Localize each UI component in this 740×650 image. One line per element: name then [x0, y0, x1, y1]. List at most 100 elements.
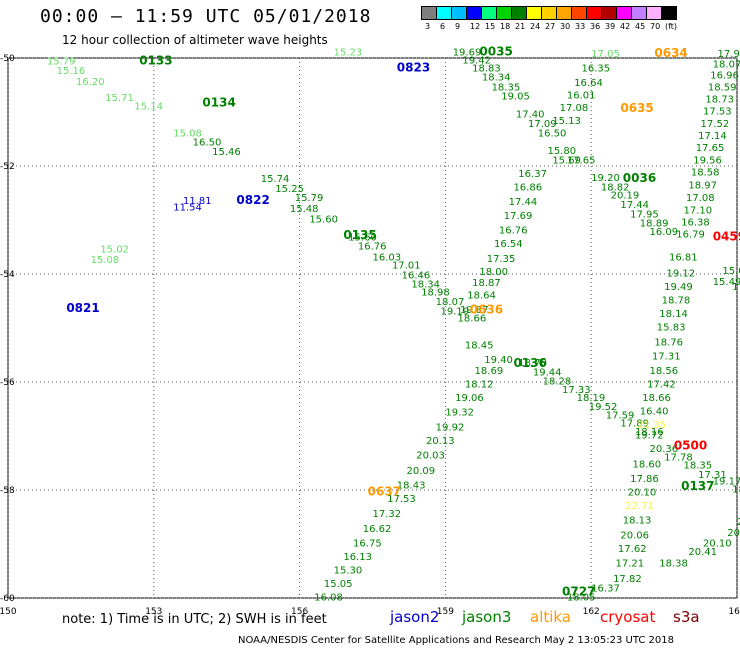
pass-time-label: 0137 — [681, 479, 714, 493]
color-scale — [421, 6, 677, 20]
swh-value: 17.78 — [664, 452, 693, 463]
swh-value: 16.75 — [353, 539, 382, 550]
swh-value: 15.80 — [547, 146, 576, 157]
swh-value: 17.65 — [567, 155, 596, 166]
swh-value: 17.99 — [718, 49, 740, 60]
swh-value: 15.13 — [552, 116, 581, 127]
swh-value: 20.36 — [650, 444, 679, 455]
pass-time-label: 0133 — [139, 53, 172, 67]
x-tick-label: 162 — [583, 607, 600, 617]
swh-value: 19.40 — [484, 355, 513, 366]
swh-value: 15.74 — [261, 174, 290, 185]
swh-value: 15.79 — [295, 193, 324, 204]
swh-value: 17.62 — [618, 544, 647, 555]
swh-value: 19.44 — [533, 368, 562, 379]
swh-value: 15.08 — [173, 128, 202, 139]
swh-value: 17.32 — [373, 509, 402, 520]
swh-value: 19.06 — [455, 393, 484, 404]
swh-value: 16.76 — [499, 226, 528, 237]
swh-value: 19.87 — [460, 305, 489, 316]
swh-value: 18.16 — [635, 427, 664, 438]
x-tick-label: 150 — [0, 607, 17, 617]
pass-time-label: 0635 — [620, 101, 653, 115]
y-tick-label: -60 — [0, 594, 15, 604]
swh-value: 15.25 — [275, 184, 304, 195]
swh-value: 16.54 — [494, 239, 523, 250]
pass-time-label: 0459 — [713, 230, 740, 244]
scale-label: 33 — [575, 22, 586, 31]
scale-label: 27 — [545, 22, 556, 31]
swh-value: 17.09 — [528, 119, 557, 130]
swh-value: 19.92 — [436, 423, 465, 434]
swh-value: 18.89 — [640, 218, 669, 229]
swh-value: 11.54 — [173, 202, 202, 213]
scale-label: 12 — [470, 22, 481, 31]
swh-value: 20.41 — [688, 547, 717, 558]
pass-time-label: 0136 — [513, 356, 546, 370]
scale-swatch — [586, 6, 602, 20]
swh-value: 20.06 — [620, 531, 649, 542]
swh-value: 17.59 — [606, 411, 635, 422]
swh-value: 16.38 — [681, 217, 710, 228]
swh-value: 19.05 — [501, 92, 530, 103]
scale-label: 45 — [635, 22, 646, 31]
swh-value: 18.26 — [732, 485, 740, 496]
pass-time-label: 0637 — [368, 484, 401, 498]
swh-value: 16.03 — [373, 253, 402, 264]
swh-value: 18.87 — [472, 278, 501, 289]
pass-time-label: 0822 — [236, 193, 269, 207]
swh-value: 20.09 — [407, 466, 436, 477]
pass-time-label: 0036 — [623, 171, 656, 185]
swh-value: 16.40 — [640, 406, 669, 417]
swh-value: 17.31 — [698, 470, 727, 481]
satellite-altika: altika — [530, 608, 572, 626]
swh-value: 16.86 — [513, 182, 542, 193]
swh-value: 17.01 — [392, 261, 421, 272]
scale-swatch — [481, 6, 497, 20]
swh-value: 18.38 — [659, 559, 688, 570]
swh-value: 15.49 — [713, 277, 740, 288]
scale-label: 30 — [560, 22, 571, 31]
swh-value: 18.07 — [436, 297, 465, 308]
swh-value: 18.58 — [691, 168, 720, 179]
scale-label: 9 — [455, 22, 461, 31]
swh-value: 18.69 — [475, 366, 504, 377]
scale-swatch — [646, 6, 662, 20]
swh-value: 21.35 — [637, 420, 666, 431]
scale-label: (ft) — [665, 22, 678, 31]
swh-value: 18.59 — [708, 82, 737, 93]
swh-value: 17.82 — [613, 574, 642, 585]
swh-value: 20.10 — [628, 487, 657, 498]
swh-value: 16.76 — [358, 242, 387, 253]
swh-value: 16.96 — [710, 71, 739, 82]
scale-label: 70 — [650, 22, 661, 31]
swh-value: 16.35 — [581, 64, 610, 75]
swh-value: 15.48 — [290, 204, 319, 215]
swh-value: 18.35 — [492, 82, 521, 93]
swh-value: 15.05 — [324, 579, 353, 590]
swh-value: 15.79 — [47, 56, 76, 67]
scale-label: 6 — [440, 22, 446, 31]
swh-value: 17.33 — [562, 385, 591, 396]
satellite-jason2: jason2 — [390, 608, 440, 626]
swh-value: 18.45 — [465, 341, 494, 352]
y-tick-label: -56 — [0, 378, 15, 388]
swh-value: 20.19 — [611, 190, 640, 201]
swh-value: 15.71 — [105, 93, 134, 104]
swh-value: 16.13 — [343, 552, 372, 563]
scale-label: 15 — [485, 22, 496, 31]
scale-swatch — [661, 6, 677, 20]
pass-time-label: 0500 — [674, 439, 707, 453]
scale-label: 18 — [500, 22, 511, 31]
swh-value: 15.14 — [134, 101, 163, 112]
scale-label: 36 — [590, 22, 601, 31]
swh-value: 15.03 — [722, 266, 740, 277]
swh-value: 15.46 — [212, 147, 241, 158]
scale-swatch — [526, 6, 542, 20]
scale-swatch — [466, 6, 482, 20]
swh-value: 15.60 — [348, 233, 377, 244]
swh-value: 16.09 — [650, 227, 679, 238]
swh-value: 18.98 — [421, 288, 450, 299]
color-scale-labels: 3 6 9 12 15 18 21 24 27 30 33 36 39 42 45 70 (ft) — [422, 22, 740, 34]
